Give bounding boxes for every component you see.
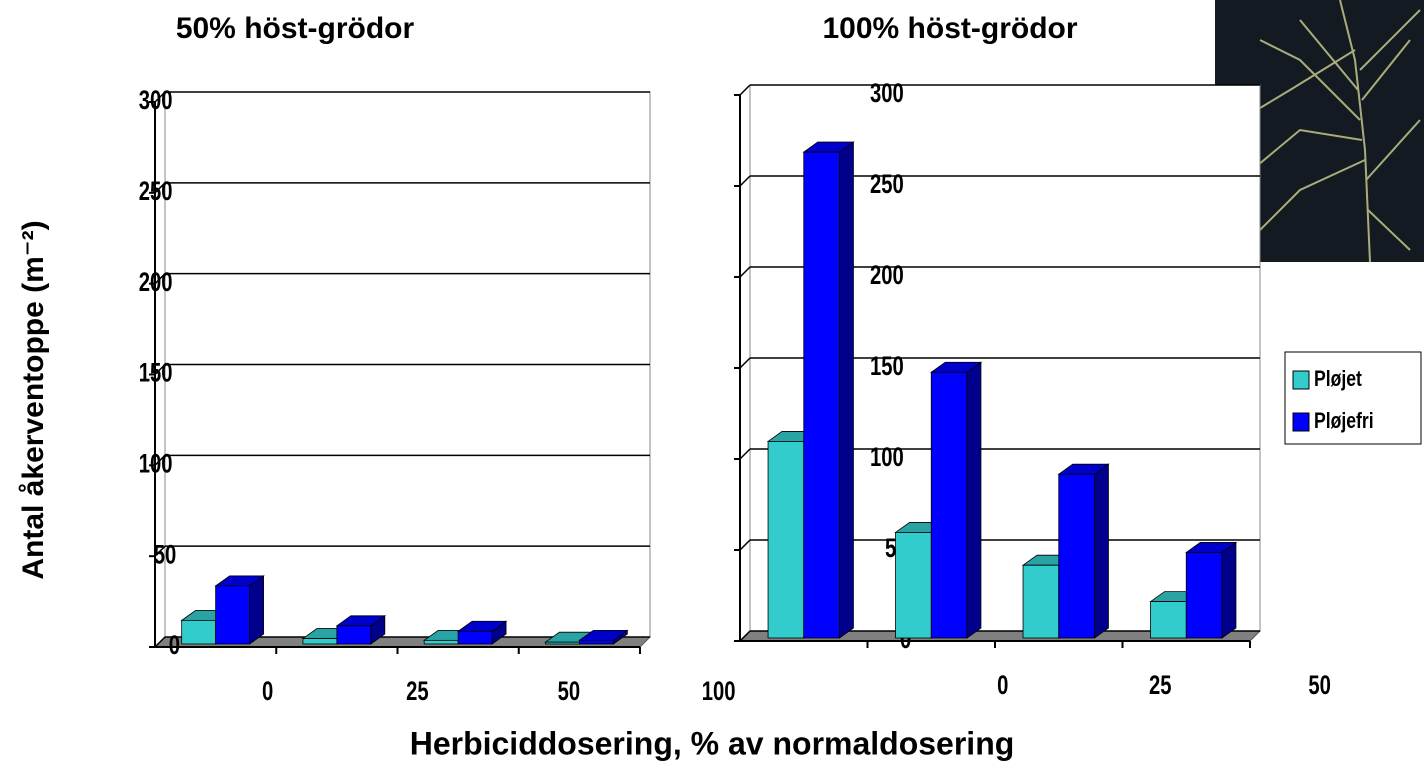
legend-box	[1284, 351, 1422, 445]
bar	[181, 619, 217, 645]
grid-line	[154, 545, 166, 557]
grid-line	[739, 266, 751, 278]
x-tick-label: 50	[1308, 670, 1331, 701]
x-tick-label: 100	[702, 676, 736, 707]
grid-line	[739, 630, 751, 642]
bar	[803, 151, 840, 639]
grid-line	[739, 175, 751, 187]
bar	[302, 638, 338, 645]
y-axis-label: Antal åkerventoppe (m⁻²)	[17, 220, 50, 579]
y-tick-label: 300	[870, 78, 904, 109]
bar	[1022, 564, 1060, 639]
bar	[1058, 473, 1095, 639]
legend-swatch	[1292, 370, 1310, 390]
chart-title: 100% höst-grödor	[822, 12, 1077, 45]
y-tick-label: 200	[870, 260, 904, 291]
bar-side	[1221, 541, 1237, 639]
bar	[767, 441, 805, 639]
bar	[930, 371, 968, 639]
grid-line	[154, 273, 166, 285]
bar	[578, 639, 614, 645]
legend-swatch	[1292, 412, 1310, 432]
grid-line	[154, 363, 166, 376]
y-tick-label: 150	[870, 351, 904, 382]
x-tick-label: 50	[558, 676, 581, 707]
y-tick-label: 250	[870, 169, 904, 200]
bar-side	[249, 575, 264, 645]
legend-label: Pløjet	[1314, 367, 1362, 391]
x-tick-label: 0	[997, 670, 1008, 701]
bar	[215, 585, 250, 645]
x-tick-label: 25	[1149, 670, 1172, 701]
bar	[423, 639, 459, 645]
bar	[1150, 601, 1187, 639]
y-tick-label: 0	[169, 630, 180, 661]
bar-side	[966, 361, 982, 639]
y-tick-label: 50	[154, 540, 177, 571]
grid-line	[154, 636, 166, 648]
x-tick-label: 25	[406, 676, 429, 707]
grid-line	[739, 357, 751, 369]
bar	[545, 641, 580, 645]
legend-label: Pløjefri	[1314, 409, 1374, 433]
grid-line	[739, 84, 751, 96]
y-tick-label: 100	[870, 442, 904, 473]
grid-line	[154, 91, 166, 103]
chart-title: 50% höst-grödor	[176, 12, 415, 45]
bar-side	[839, 141, 854, 639]
grid-line	[739, 448, 751, 460]
x-tick-label: 0	[262, 676, 273, 707]
bar	[1185, 552, 1223, 639]
grid-line	[739, 539, 751, 551]
y-tick-label: 0	[900, 624, 911, 655]
bar	[336, 625, 372, 645]
grid-line	[154, 454, 166, 466]
bar	[895, 532, 932, 639]
bar-side	[1094, 463, 1109, 639]
grid-line	[154, 182, 166, 194]
x-axis-label: Herbiciddosering, % av normaldosering	[410, 725, 1015, 761]
bar	[457, 630, 493, 645]
